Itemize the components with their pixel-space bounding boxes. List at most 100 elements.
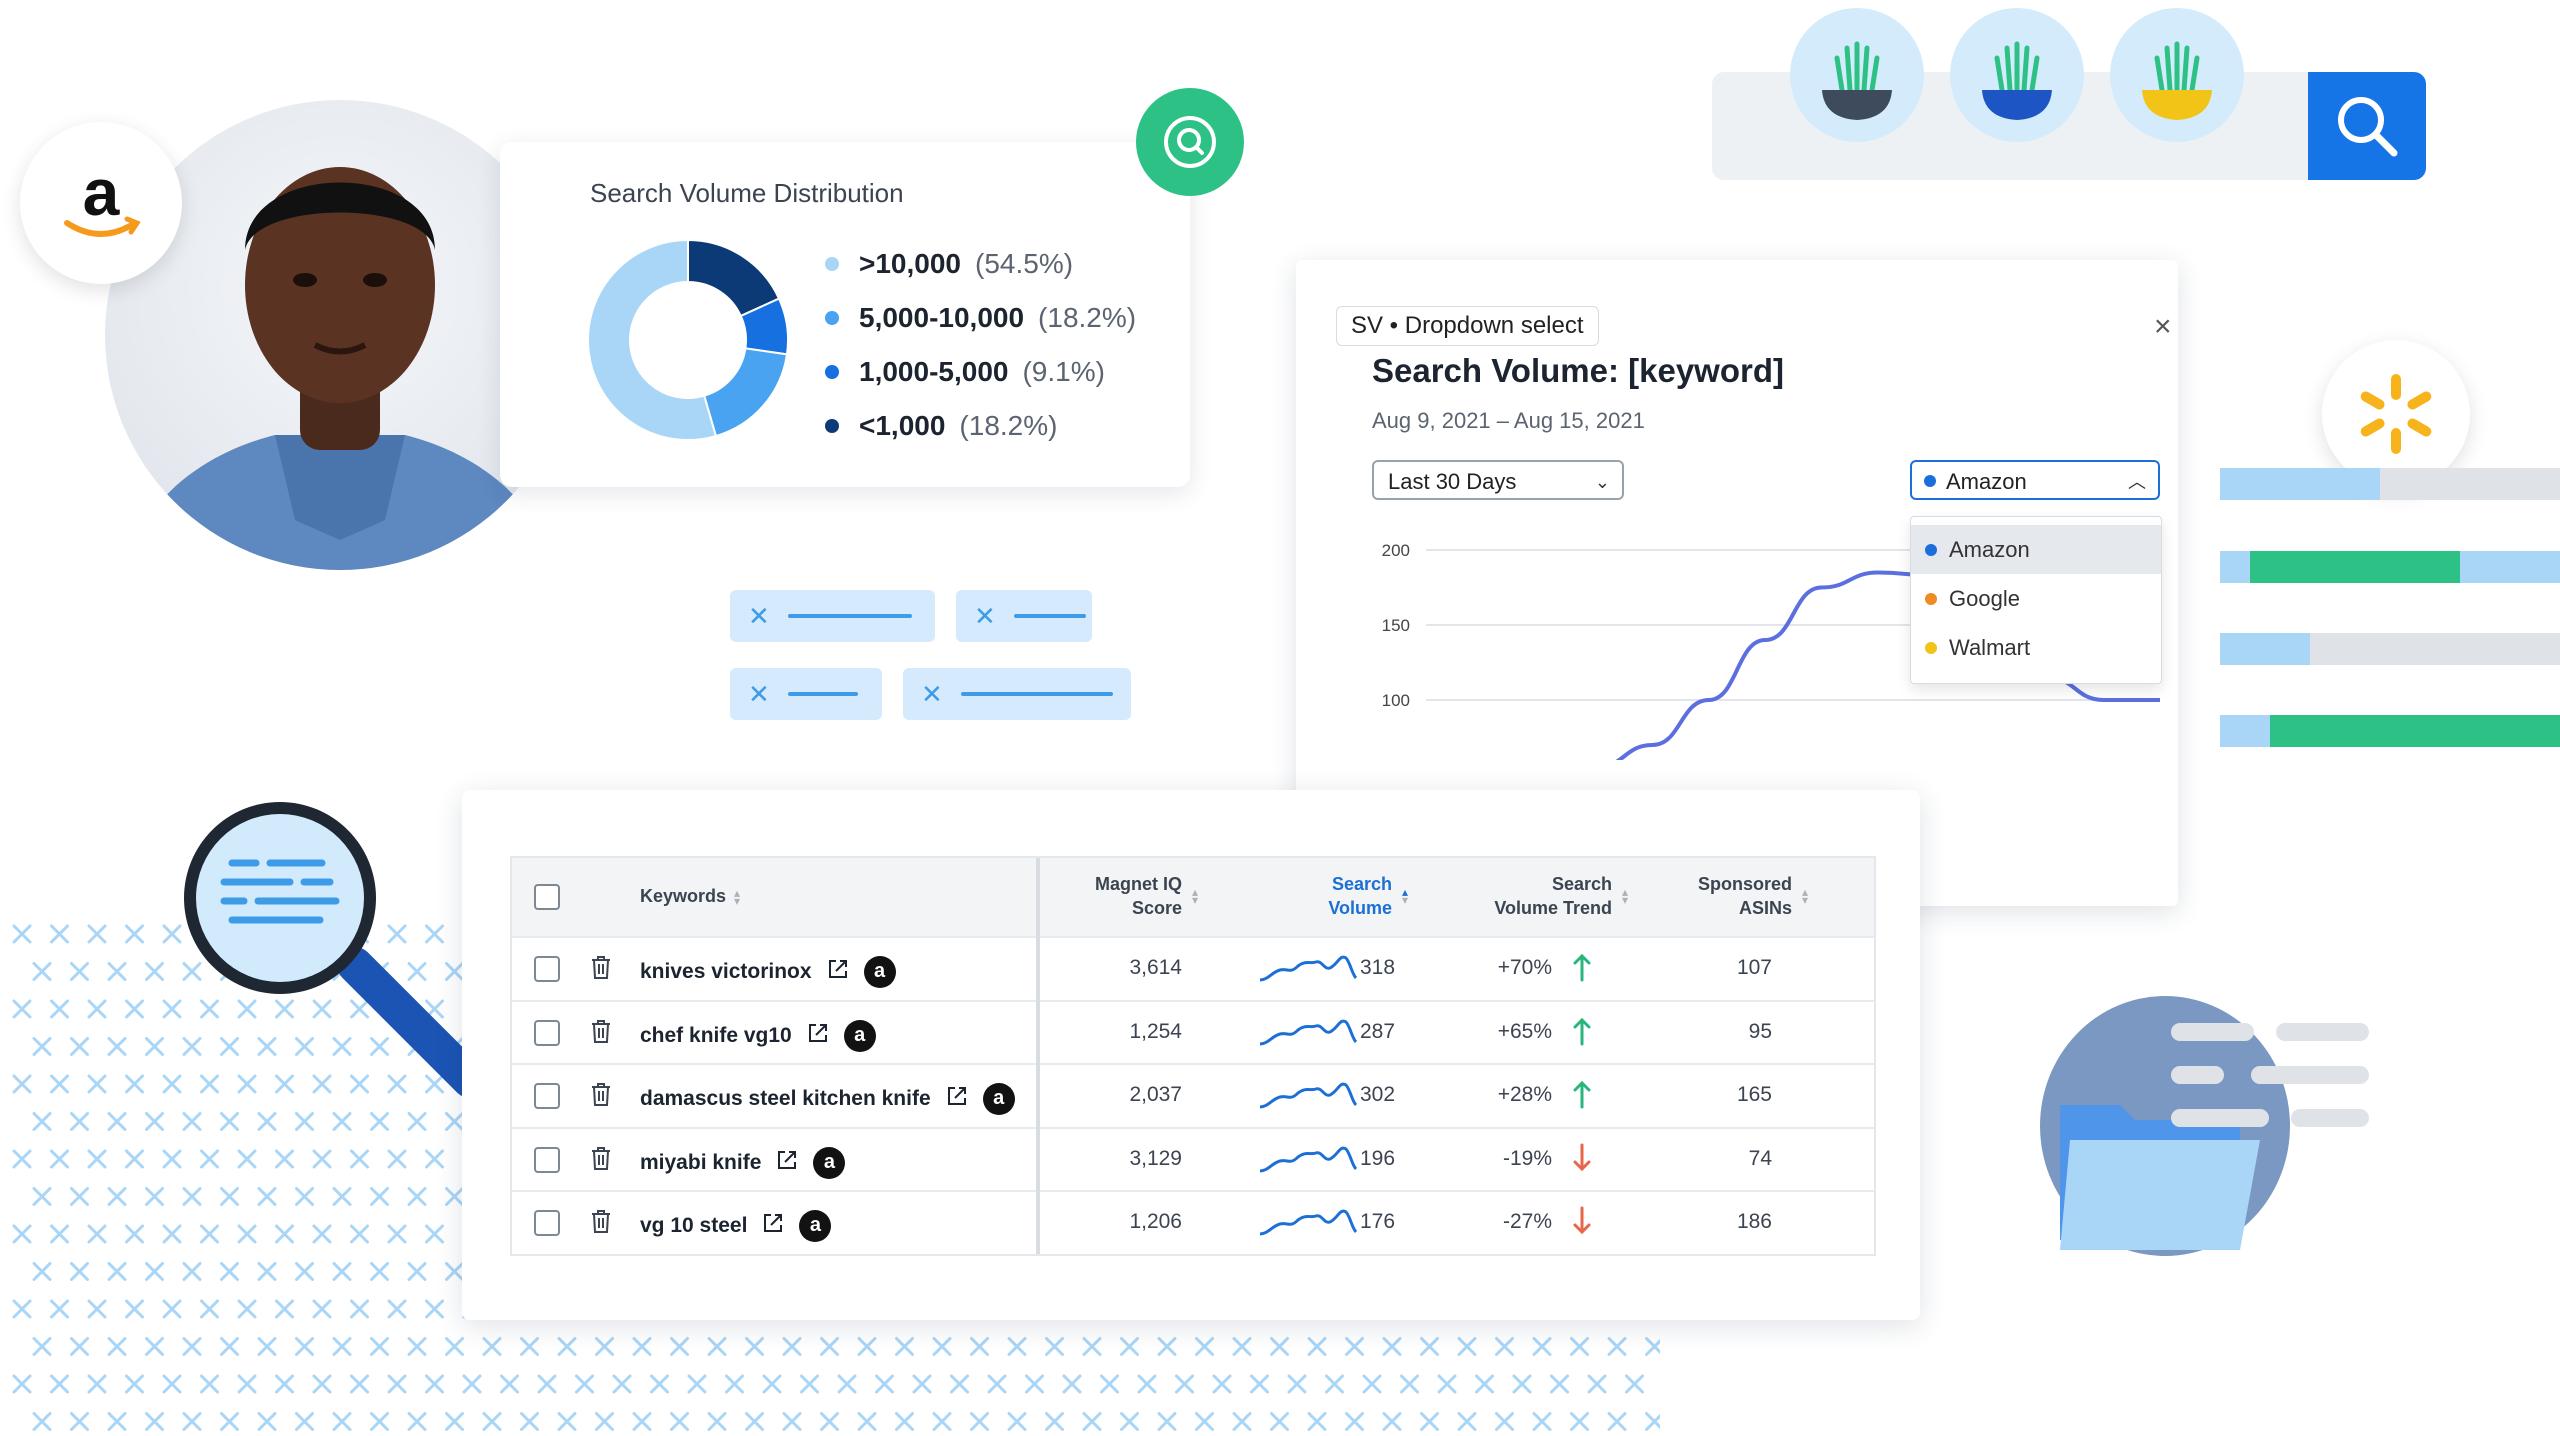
- magnet-score-cell: 3,614: [1129, 956, 1182, 979]
- keyword-cell[interactable]: chef knife vg10 a: [640, 1019, 876, 1052]
- close-icon[interactable]: ✕: [974, 600, 996, 631]
- donut-slice: [702, 347, 788, 438]
- table-row[interactable]: miyabi knife a 3,129 196 -19% 74: [512, 1126, 1874, 1192]
- chevron-down-icon: ⌄: [1594, 472, 1610, 492]
- amazon-icon: a: [813, 1146, 846, 1179]
- decor-bar: [2310, 633, 2560, 665]
- external-link-icon[interactable]: [761, 1211, 785, 1241]
- trash-icon[interactable]: [590, 1018, 612, 1049]
- table-row[interactable]: damascus steel kitchen knife a 2,037 302…: [512, 1063, 1874, 1128]
- source-dot-icon: [1925, 543, 1937, 556]
- dropdown-option-amazon[interactable]: Amazon: [1911, 525, 2161, 574]
- keyword-cell[interactable]: knives victorinox a: [640, 956, 896, 988]
- arrow-down-icon: [1572, 1206, 1592, 1241]
- trend-cell: +65%: [1497, 1019, 1552, 1043]
- sponsored-asins-cell: 165: [1736, 1083, 1772, 1106]
- distribution-legend: >10,000 (54.5%) 5,000-10,000 (18.2%) 1,0…: [825, 237, 1136, 453]
- legend-percent: (18.2%): [1038, 302, 1137, 333]
- volume-sparkline: [1258, 1014, 1358, 1053]
- distribution-card: Search Volume Distribution >10,000 (54.5…: [500, 142, 1190, 487]
- row-checkbox[interactable]: [534, 1019, 560, 1046]
- close-icon[interactable]: ✕: [748, 600, 770, 631]
- search-volume-cell: 302: [1360, 1083, 1396, 1106]
- plant-thumbnail-1[interactable]: [1790, 8, 1924, 142]
- volume-sparkline: [1258, 950, 1358, 989]
- sponsored-asins-cell: 95: [1748, 1019, 1772, 1043]
- distribution-title: Search Volume Distribution: [590, 178, 904, 208]
- filter-chip[interactable]: ✕: [956, 590, 1092, 642]
- legend-item: 1,000-5,000 (9.1%): [825, 345, 1136, 399]
- trash-icon[interactable]: [590, 1145, 612, 1176]
- keyword-cell[interactable]: damascus steel kitchen knife a: [640, 1083, 1015, 1115]
- trash-icon[interactable]: [590, 954, 612, 985]
- external-link-icon[interactable]: [826, 957, 850, 987]
- row-checkbox[interactable]: [534, 1210, 560, 1236]
- trash-icon[interactable]: [590, 1081, 612, 1112]
- sort-icon[interactable]: ▴ ▾: [1622, 885, 1629, 907]
- svg-text:a: a: [83, 155, 121, 229]
- close-icon[interactable]: ✕: [921, 678, 943, 709]
- filter-chip[interactable]: ✕: [730, 590, 935, 642]
- source-dot-icon: [1925, 641, 1937, 654]
- search-volume-cell: 287: [1360, 1019, 1396, 1043]
- volume-sparkline: [1258, 1141, 1358, 1180]
- sort-icon[interactable]: ▴ ▾: [1192, 885, 1199, 907]
- row-checkbox[interactable]: [534, 1146, 560, 1173]
- external-link-icon[interactable]: [806, 1021, 830, 1051]
- sort-icon: ▴ ▾: [734, 886, 741, 909]
- dropdown-option-walmart[interactable]: Walmart: [1911, 623, 2161, 672]
- table-row[interactable]: knives victorinox a 3,614 318 +70% 107: [512, 936, 1874, 1001]
- keyword-cell[interactable]: vg 10 steel a: [640, 1210, 832, 1242]
- legend-range: 1,000-5,000: [859, 356, 1009, 387]
- sponsored-asins-cell: 107: [1736, 956, 1772, 979]
- chevron-up-icon: ︿: [2128, 472, 2146, 492]
- search-fab-button[interactable]: [1136, 88, 1244, 196]
- walmart-logo-badge: [2322, 340, 2470, 488]
- arrow-up-icon: [1572, 952, 1592, 987]
- external-link-icon[interactable]: [945, 1084, 969, 1114]
- search-button[interactable]: [2308, 72, 2426, 180]
- close-icon[interactable]: ×: [2154, 310, 2172, 343]
- sort-asc-icon[interactable]: ▴ ▾: [1402, 885, 1409, 907]
- sparkline: [1259, 955, 1358, 982]
- source-dot-icon: [1925, 592, 1937, 605]
- search-volume-card: SV • Dropdown select × Search Volume: [k…: [1296, 260, 2178, 906]
- table-row[interactable]: vg 10 steel a 1,206 176 -27% 186: [512, 1190, 1874, 1255]
- row-checkbox[interactable]: [534, 956, 560, 982]
- source-dropdown-menu: Amazon Google Walmart: [1910, 516, 2162, 684]
- arrow-up-icon: [1572, 1016, 1592, 1051]
- header-sponsored-asins[interactable]: Sponsored ASINs: [1697, 874, 1792, 918]
- donut-chart: [588, 240, 788, 440]
- legend-dot-icon: [825, 365, 839, 379]
- filter-chip[interactable]: ✕: [903, 668, 1131, 720]
- magnet-score-cell: 2,037: [1129, 1083, 1182, 1106]
- volume-sparkline: [1258, 1077, 1358, 1116]
- plant-thumbnail-3[interactable]: [2110, 8, 2244, 142]
- time-range-select[interactable]: Last 30 Days ⌄: [1372, 460, 1624, 500]
- filter-chip[interactable]: ✕: [730, 668, 882, 720]
- sparkline: [1259, 1019, 1358, 1045]
- search-icon: [2338, 97, 2398, 157]
- plant-thumbnail-2[interactable]: [1950, 8, 2084, 142]
- decor-bar: [2250, 551, 2460, 583]
- header-magnet-iq-score[interactable]: Magnet IQ Score: [1094, 874, 1182, 918]
- external-link-icon[interactable]: [775, 1148, 799, 1178]
- trash-icon[interactable]: [590, 1208, 612, 1239]
- close-icon[interactable]: ✕: [748, 678, 770, 709]
- header-search-volume[interactable]: Search Volume: [1328, 874, 1392, 918]
- legend-percent: (9.1%): [1022, 356, 1105, 387]
- table-row[interactable]: chef knife vg10 a 1,254 287 +65% 95: [512, 999, 1874, 1065]
- sort-icon[interactable]: ▴ ▾: [1802, 885, 1809, 907]
- keyword-cell[interactable]: miyabi knife a: [640, 1146, 846, 1179]
- trend-cell: -27%: [1502, 1210, 1552, 1233]
- header-keywords[interactable]: Keywords ▴ ▾: [640, 886, 741, 909]
- volume-sparkline: [1258, 1204, 1358, 1243]
- decor-bar: [2380, 468, 2560, 500]
- select-all-checkbox[interactable]: [534, 884, 560, 910]
- source-select[interactable]: Amazon ︿: [1910, 460, 2160, 500]
- row-checkbox[interactable]: [534, 1083, 560, 1109]
- amazon-icon: a: [982, 1083, 1015, 1115]
- header-search-volume-trend[interactable]: Search Volume Trend: [1494, 874, 1612, 918]
- dropdown-option-google[interactable]: Google: [1911, 574, 2161, 623]
- legend-dot-icon: [825, 257, 839, 271]
